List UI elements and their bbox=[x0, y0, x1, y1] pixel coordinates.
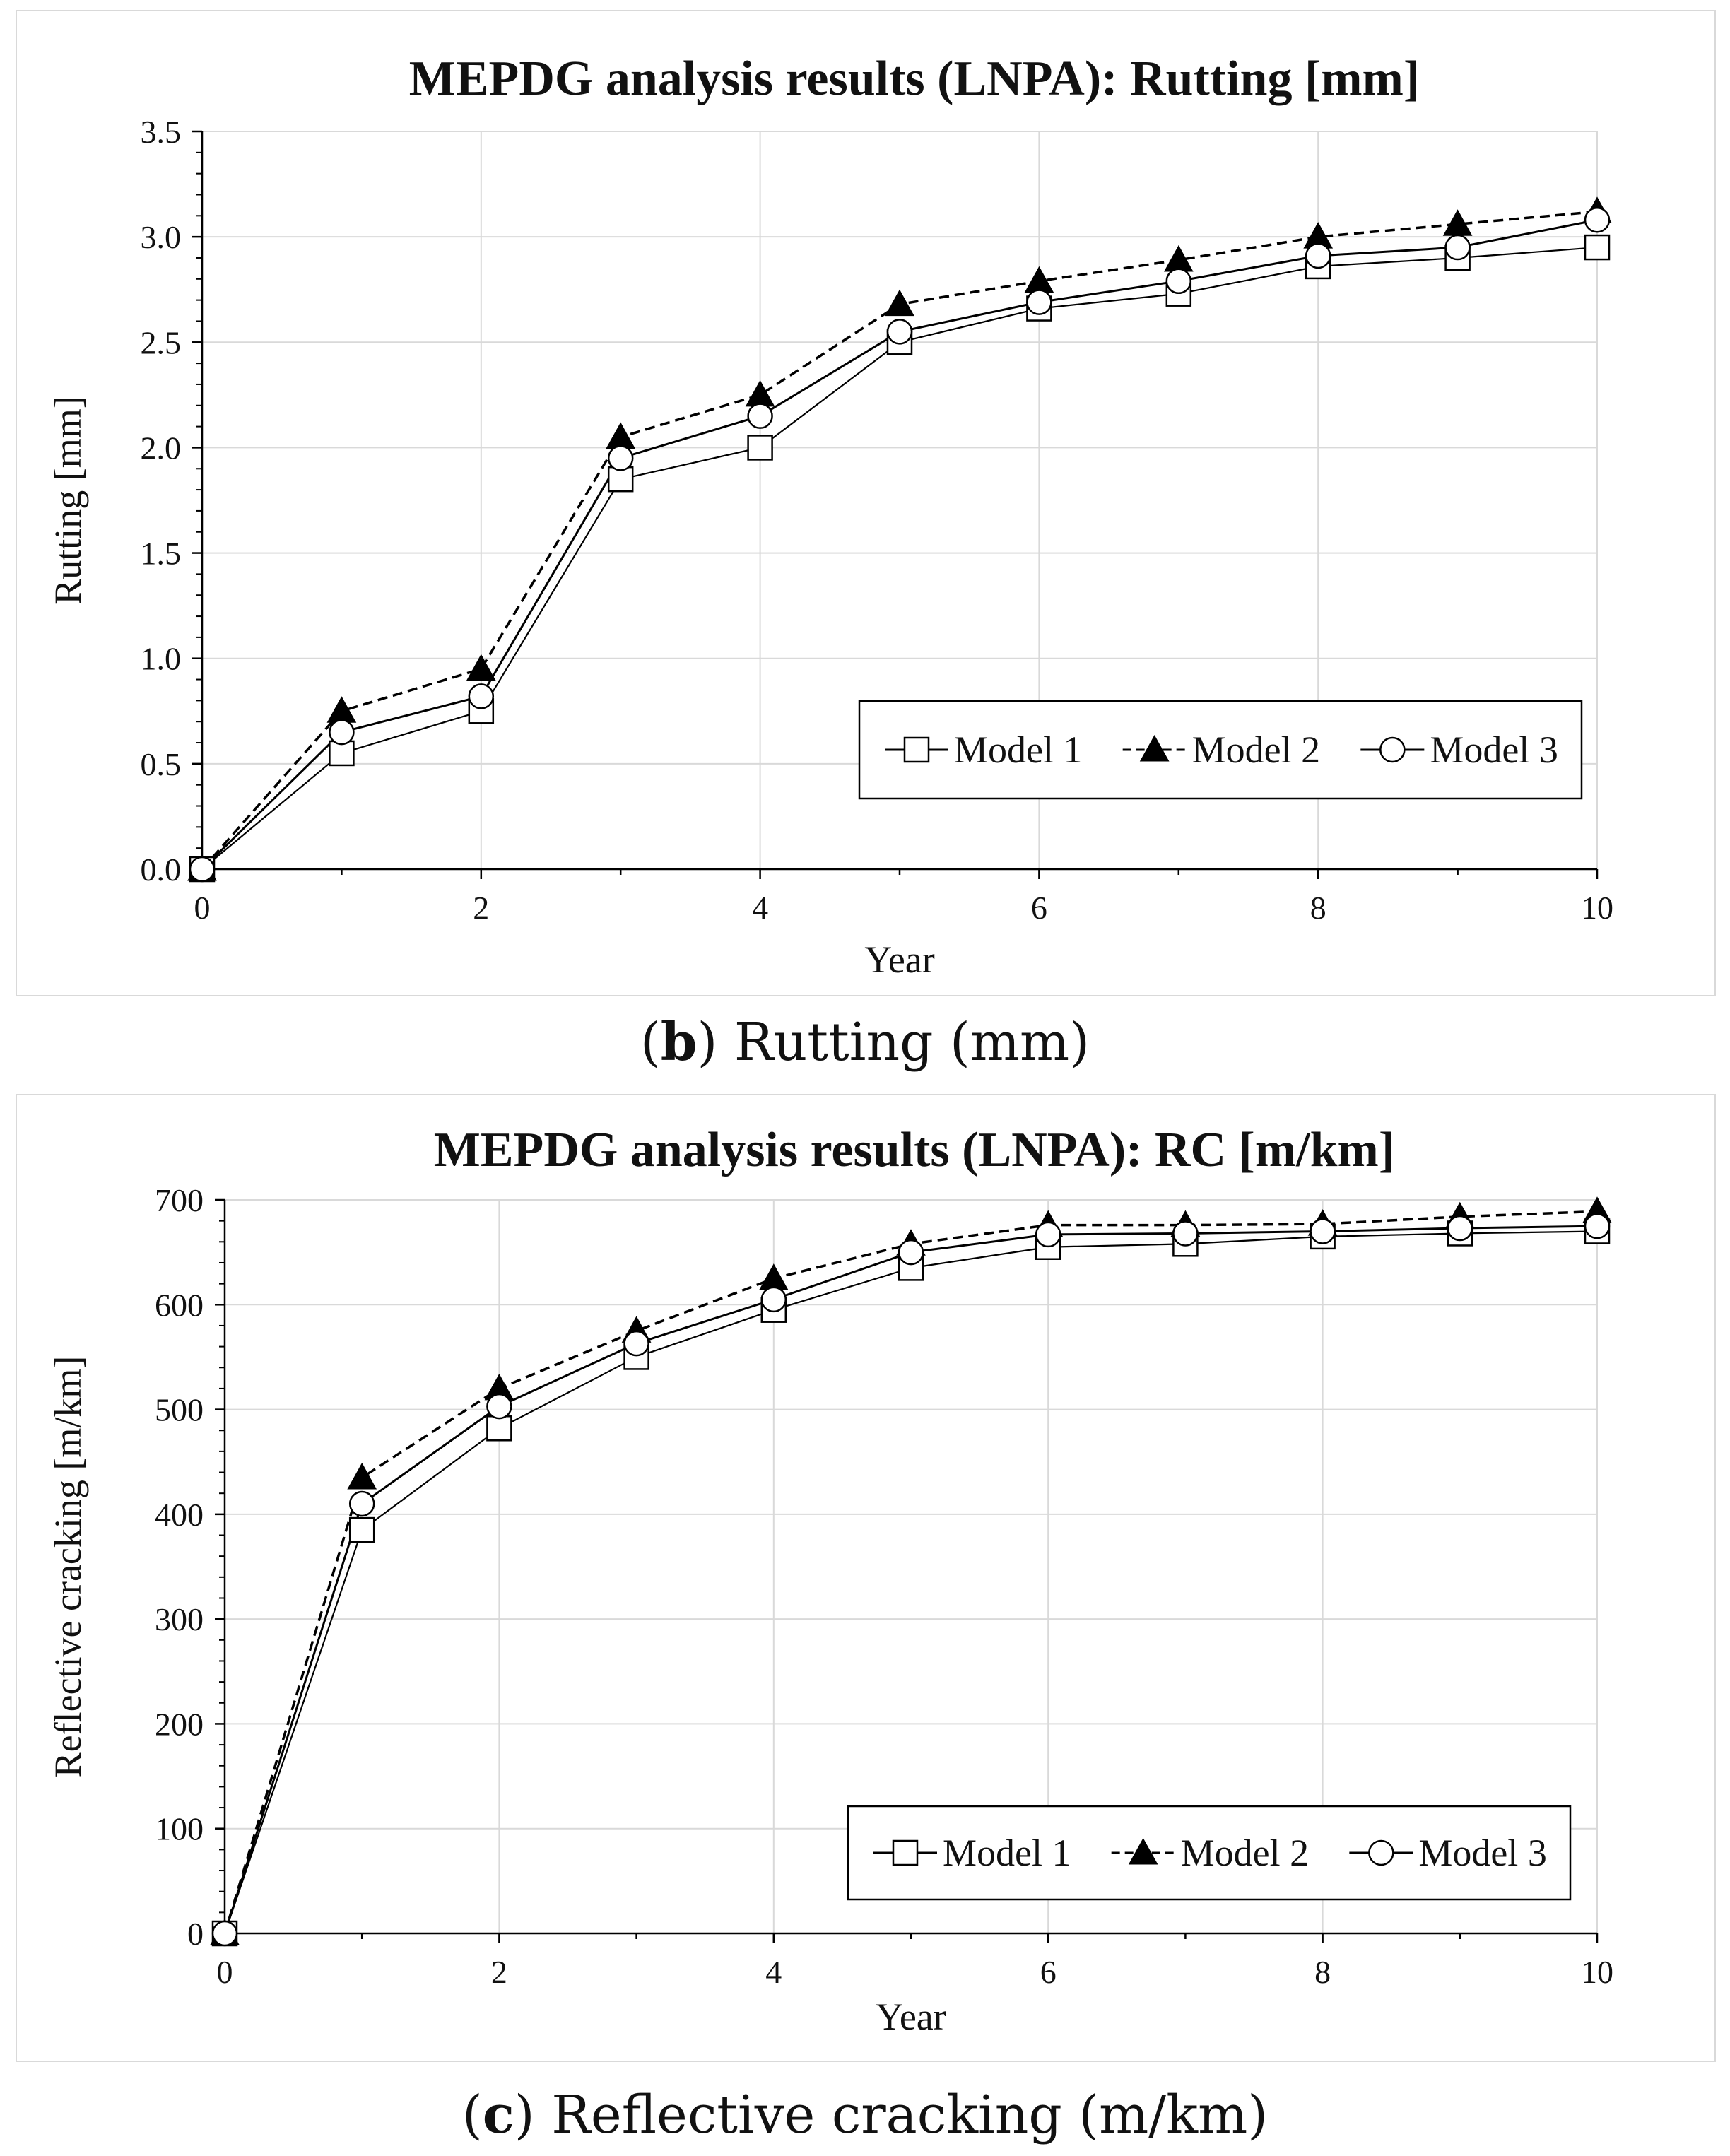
x-tick-label: 10 bbox=[1581, 890, 1613, 926]
x-tick-label: 0 bbox=[194, 890, 211, 926]
data-point bbox=[747, 403, 773, 429]
x-axis-title: Year bbox=[876, 1996, 946, 2038]
chart-title: MEPDG analysis results (LNPA): Rutting [… bbox=[409, 52, 1420, 106]
data-point bbox=[1447, 1215, 1473, 1242]
y-tick-label: 0.5 bbox=[141, 746, 182, 782]
x-tick-label: 6 bbox=[1031, 890, 1047, 926]
data-point bbox=[329, 740, 355, 767]
y-tick-label: 2.0 bbox=[141, 430, 182, 466]
data-point bbox=[466, 654, 496, 681]
legend-marker bbox=[1139, 734, 1170, 762]
legend: Model 1 Model 2 Model 3 bbox=[847, 1805, 1572, 1901]
legend-marker bbox=[1379, 736, 1406, 763]
caption-c-letter: c bbox=[482, 2085, 514, 2145]
data-point bbox=[211, 1920, 238, 1947]
chart-panel-rutting: MEPDG analysis results (LNPA): Rutting [… bbox=[16, 10, 1716, 996]
legend-marker bbox=[1128, 1837, 1158, 1865]
data-point bbox=[1584, 1213, 1611, 1239]
data-point bbox=[1584, 207, 1611, 233]
data-point bbox=[486, 1393, 512, 1420]
data-point bbox=[885, 289, 914, 317]
data-point bbox=[326, 696, 357, 723]
series-markers-model-3 bbox=[189, 207, 1611, 883]
y-tick-label: 0.0 bbox=[141, 852, 182, 888]
data-point bbox=[348, 1490, 375, 1517]
x-tick-label: 8 bbox=[1310, 890, 1326, 926]
data-point bbox=[886, 319, 913, 345]
data-point bbox=[607, 466, 634, 493]
legend: Model 1 Model 2 Model 3 bbox=[858, 700, 1583, 800]
caption-c-text: Reflective cracking (m/km) bbox=[534, 2085, 1269, 2145]
data-point bbox=[1444, 234, 1471, 261]
data-point bbox=[329, 719, 355, 746]
x-tick-label: 2 bbox=[491, 1954, 507, 1990]
y-axis-title: Rutting [mm] bbox=[47, 396, 89, 605]
data-point bbox=[607, 445, 634, 471]
y-tick-label: 1.5 bbox=[141, 536, 182, 572]
chart-title: MEPDG analysis results (LNPA): RC [m/km] bbox=[434, 1123, 1395, 1177]
y-tick-label: 300 bbox=[155, 1601, 204, 1637]
y-tick-label: 500 bbox=[155, 1392, 204, 1428]
legend-label: Model 1 bbox=[954, 729, 1083, 771]
data-point bbox=[486, 1415, 512, 1442]
legend-label: Model 2 bbox=[1192, 729, 1321, 771]
data-point bbox=[623, 1330, 649, 1357]
y-tick-label: 100 bbox=[155, 1811, 204, 1847]
data-point bbox=[189, 856, 216, 883]
x-tick-label: 6 bbox=[1040, 1954, 1057, 1990]
legend-label: Model 3 bbox=[1430, 729, 1558, 771]
x-tick-label: 8 bbox=[1314, 1954, 1331, 1990]
data-point bbox=[1584, 234, 1611, 261]
x-tick-label: 0 bbox=[217, 1954, 233, 1990]
x-axis-title: Year bbox=[864, 938, 935, 981]
data-point bbox=[347, 1462, 377, 1490]
data-point bbox=[745, 379, 775, 407]
x-tick-label: 4 bbox=[765, 1954, 782, 1990]
legend-label: Model 2 bbox=[1181, 1832, 1310, 1874]
data-point bbox=[1310, 1218, 1336, 1244]
reflective-cracking-chart: MEPDG analysis results (LNPA): RC [m/km]… bbox=[47, 1123, 1613, 2038]
rutting-chart: MEPDG analysis results (LNPA): Rutting [… bbox=[47, 52, 1613, 981]
y-tick-label: 3.5 bbox=[141, 114, 182, 150]
series-markers-model-1 bbox=[189, 234, 1611, 883]
data-point bbox=[348, 1516, 375, 1543]
legend-marker bbox=[892, 1839, 919, 1866]
data-point bbox=[1305, 242, 1331, 269]
caption-b-text: Rutting (mm) bbox=[717, 1012, 1090, 1073]
data-point bbox=[1026, 289, 1052, 315]
legend-marker bbox=[903, 736, 930, 763]
y-tick-label: 3.0 bbox=[141, 219, 182, 255]
x-tick-label: 10 bbox=[1581, 1954, 1613, 1990]
y-tick-label: 600 bbox=[155, 1287, 204, 1323]
data-point bbox=[747, 435, 773, 461]
y-axis-title: Reflective cracking [m/km] bbox=[47, 1356, 89, 1778]
legend-marker bbox=[1368, 1839, 1394, 1866]
data-point bbox=[758, 1263, 789, 1290]
y-tick-label: 1.0 bbox=[141, 641, 182, 677]
figure-caption-b: (b) Rutting (mm) bbox=[640, 1012, 1090, 1073]
x-tick-label: 2 bbox=[473, 890, 489, 926]
legend-label: Model 3 bbox=[1418, 1832, 1547, 1874]
series-markers-model-3 bbox=[211, 1213, 1611, 1947]
y-tick-label: 400 bbox=[155, 1497, 204, 1533]
caption-b-letter: b bbox=[660, 1012, 698, 1073]
legend-label: Model 1 bbox=[943, 1832, 1071, 1874]
y-tick-label: 700 bbox=[155, 1182, 204, 1218]
x-tick-label: 4 bbox=[752, 890, 768, 926]
data-point bbox=[468, 683, 495, 709]
data-point bbox=[760, 1286, 787, 1313]
data-point bbox=[1035, 1221, 1061, 1248]
y-tick-label: 0 bbox=[187, 1916, 204, 1952]
data-point bbox=[1165, 268, 1192, 295]
y-tick-label: 2.5 bbox=[141, 324, 182, 360]
legend-box bbox=[858, 700, 1583, 800]
data-point bbox=[898, 1239, 924, 1266]
data-point bbox=[606, 422, 636, 449]
figure-caption-c: (c) Reflective cracking (m/km) bbox=[461, 2085, 1269, 2145]
chart-panel-reflective-cracking: MEPDG analysis results (LNPA): RC [m/km]… bbox=[16, 1094, 1716, 2062]
y-tick-label: 200 bbox=[155, 1706, 204, 1742]
data-point bbox=[1172, 1220, 1199, 1247]
legend-box bbox=[847, 1805, 1572, 1901]
